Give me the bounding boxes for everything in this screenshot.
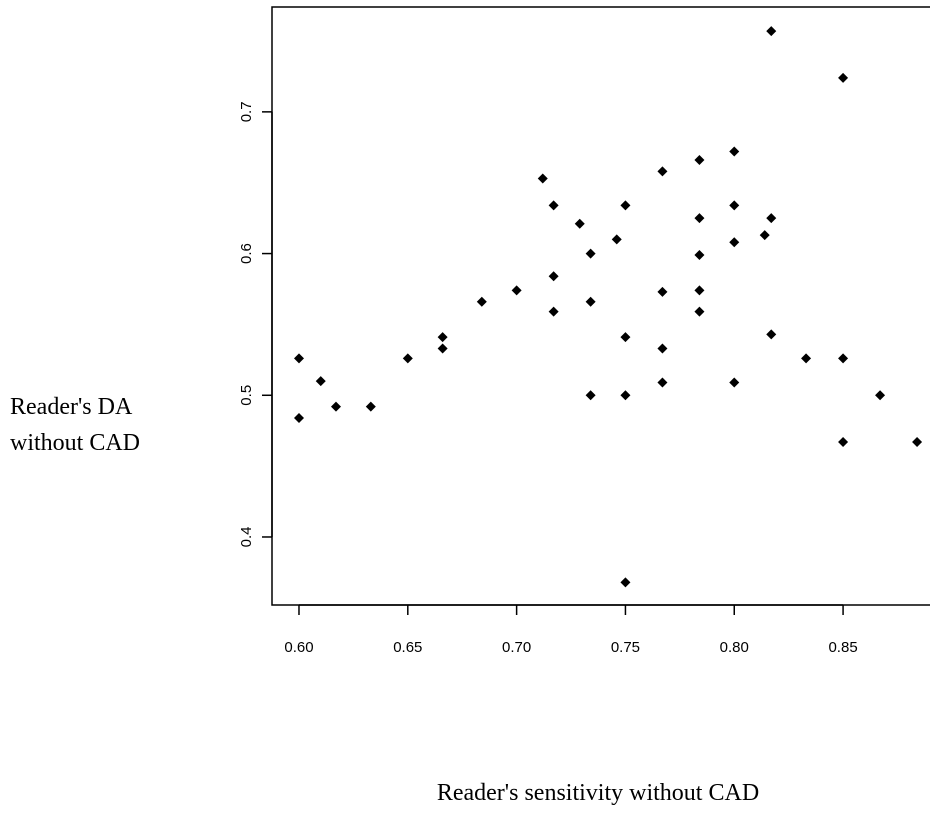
point [330, 401, 341, 412]
x-tick-label: 0.70 [502, 639, 531, 656]
point [620, 577, 631, 588]
point [548, 271, 559, 282]
point [766, 26, 777, 37]
point [476, 296, 487, 307]
point [694, 285, 705, 296]
y-tick-label: 0.5 [238, 385, 255, 406]
point [574, 218, 585, 229]
point [293, 353, 304, 364]
point [620, 390, 631, 401]
y-axis-label: without CAD [10, 430, 140, 456]
y-axis-label: Reader's DA [10, 394, 133, 420]
point [801, 353, 812, 364]
point [402, 353, 413, 364]
x-axis-label: Reader's sensitivity without CAD [437, 780, 759, 806]
point [657, 286, 668, 297]
point [537, 173, 548, 184]
point [694, 249, 705, 260]
x-tick-label: 0.85 [828, 639, 857, 656]
point [548, 200, 559, 211]
point [437, 343, 448, 354]
point [729, 200, 740, 211]
point [729, 146, 740, 157]
point [585, 296, 596, 307]
x-tick-label: 0.60 [284, 639, 313, 656]
y-tick-label: 0.4 [238, 527, 255, 548]
point [365, 401, 376, 412]
point [611, 234, 622, 245]
point [838, 353, 849, 364]
point [437, 332, 448, 343]
point [694, 155, 705, 166]
point [766, 329, 777, 340]
point [620, 200, 631, 211]
point [694, 213, 705, 224]
x-tick-label: 0.75 [611, 639, 640, 656]
point [694, 306, 705, 317]
point [585, 248, 596, 259]
point [875, 390, 886, 401]
plot-frame [271, 6, 930, 606]
point [759, 230, 770, 241]
point [585, 390, 596, 401]
point [657, 377, 668, 388]
x-tick-label: 0.65 [393, 639, 422, 656]
x-tick-label: 0.80 [720, 639, 749, 656]
point [657, 343, 668, 354]
point [293, 412, 304, 423]
point [729, 377, 740, 388]
point [729, 237, 740, 248]
point [548, 306, 559, 317]
point [315, 376, 326, 387]
point [838, 72, 849, 83]
y-tick-label: 0.7 [238, 101, 255, 122]
point [620, 332, 631, 343]
y-tick-label: 0.6 [238, 243, 255, 264]
point [766, 213, 777, 224]
point [511, 285, 522, 296]
point [657, 166, 668, 177]
point [838, 437, 849, 448]
point [912, 437, 923, 448]
